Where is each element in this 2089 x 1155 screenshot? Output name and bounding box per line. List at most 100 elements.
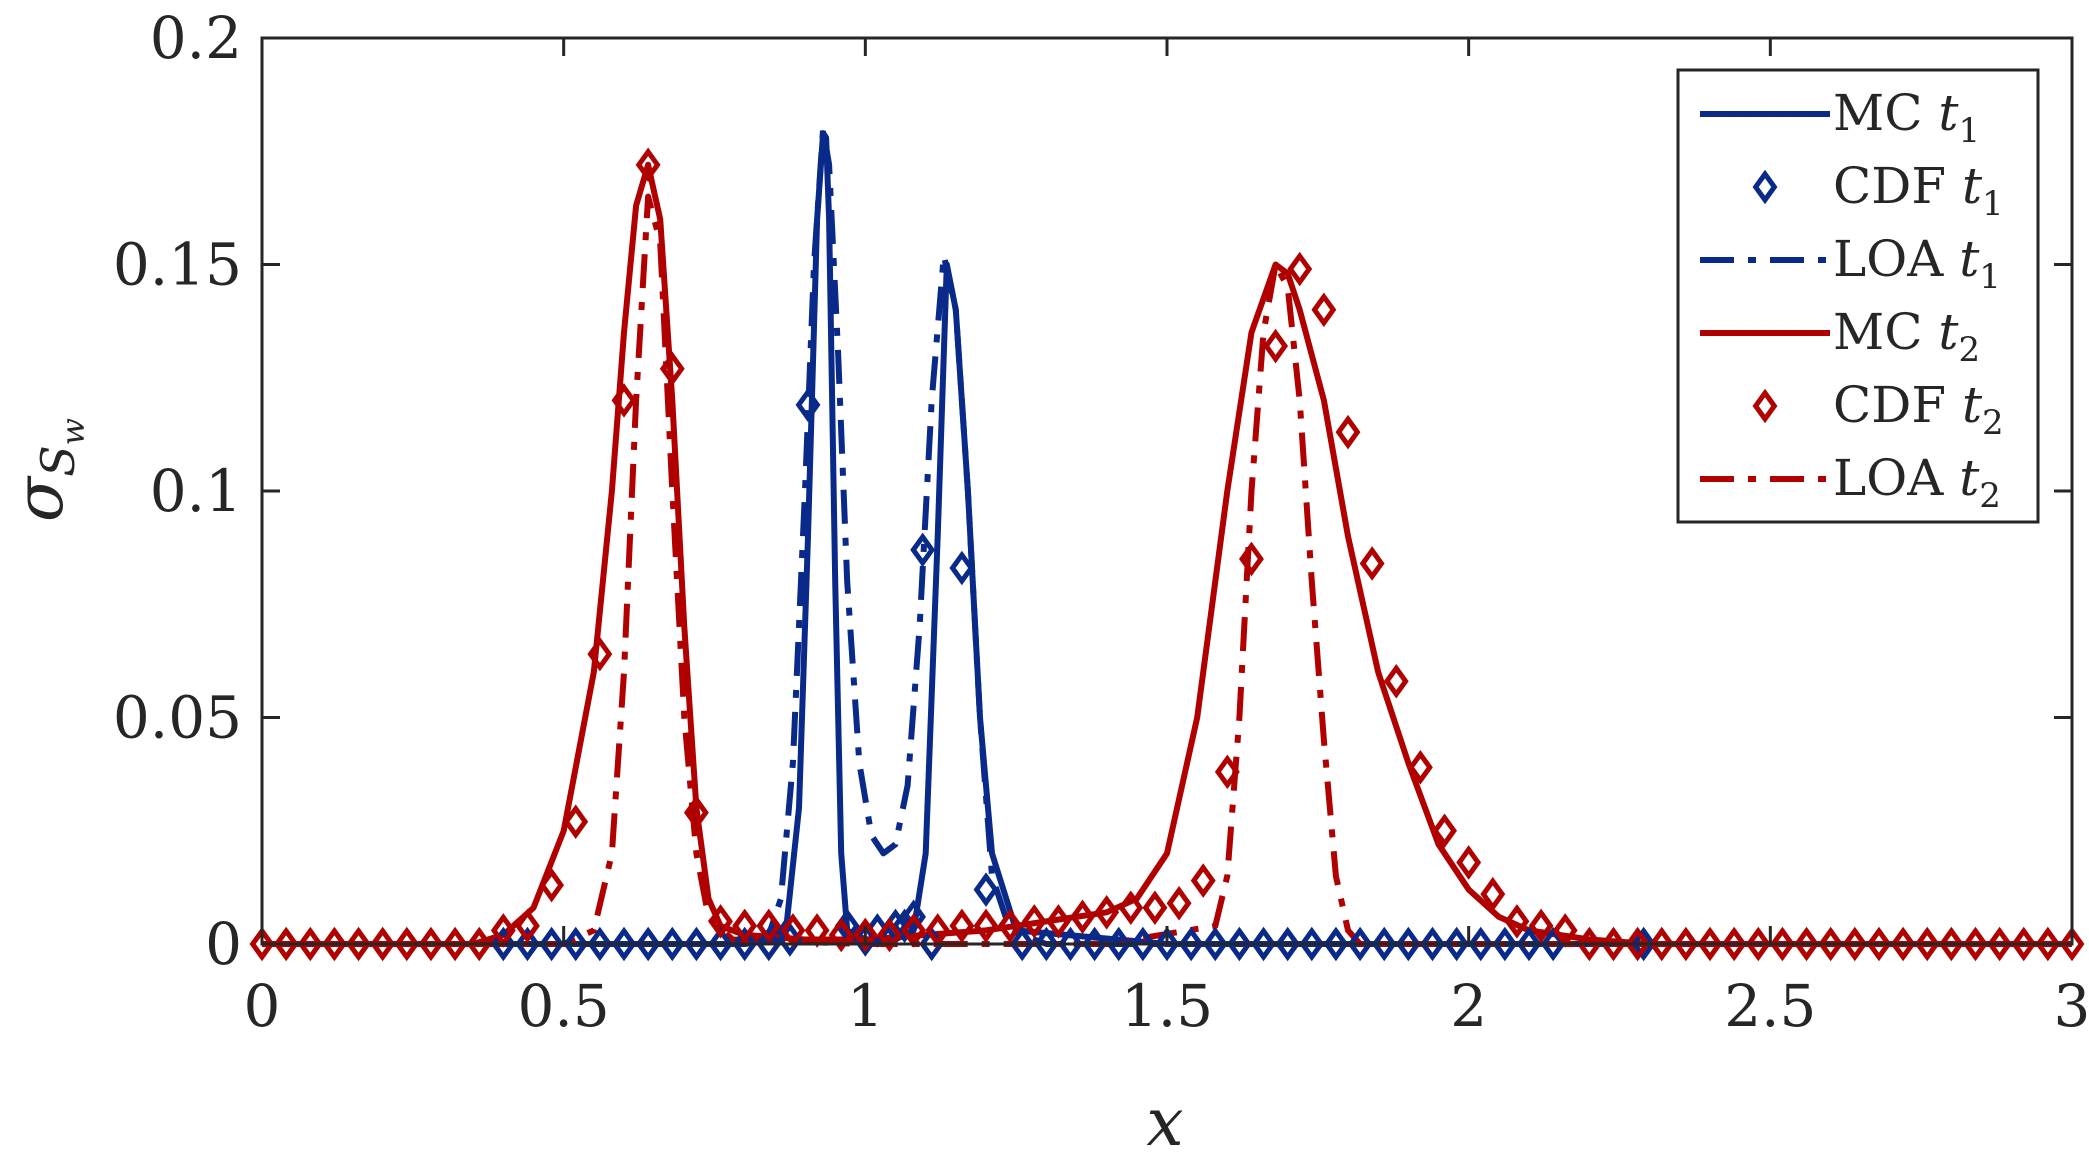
data-point-4-18 xyxy=(683,795,709,830)
data-point-1-4 xyxy=(587,926,613,962)
legend-label-var-2: t xyxy=(1959,230,1980,288)
data-point-4-63 xyxy=(1769,926,1795,962)
data-point-1-0 xyxy=(490,926,516,962)
legend-label-text-0: MC xyxy=(1833,84,1938,142)
legend-label-var-5: t xyxy=(1959,449,1980,507)
data-point-4-13 xyxy=(563,804,589,839)
data-point-1-46 xyxy=(1540,926,1566,962)
data-point-4-14 xyxy=(587,636,613,672)
data-point-4-47 xyxy=(1383,663,1409,699)
data-point-1-37 xyxy=(1323,926,1349,962)
data-point-4-15 xyxy=(611,383,637,418)
legend-label-subscript-1: 1 xyxy=(1982,184,2004,224)
data-point-4-72 xyxy=(1987,926,2013,962)
data-point-4-52 xyxy=(1504,904,1530,939)
data-point-1-6 xyxy=(635,926,661,962)
legend-marker-4 xyxy=(1752,388,1778,424)
data-point-4-66 xyxy=(1842,926,1868,962)
data-point-1-8 xyxy=(683,926,709,962)
data-point-4-50 xyxy=(1456,845,1482,880)
data-point-4-42 xyxy=(1263,328,1289,364)
legend-label-subscript-0: 1 xyxy=(1958,111,1980,151)
data-point-4-8 xyxy=(442,926,468,962)
data-point-4-29 xyxy=(949,908,975,944)
data-point-4-68 xyxy=(1890,926,1916,962)
data-point-4-43 xyxy=(1287,251,1313,287)
data-point-4-40 xyxy=(1214,754,1240,790)
data-point-1-7 xyxy=(659,926,685,962)
data-point-4-60 xyxy=(1697,926,1723,962)
data-point-1-26 xyxy=(1058,926,1083,962)
data-point-1-25 xyxy=(1033,926,1059,962)
data-point-4-34 xyxy=(1070,899,1095,935)
x-tick-label-6: 3 xyxy=(2054,972,2089,1040)
data-point-1-44 xyxy=(1492,926,1518,962)
data-point-4-26 xyxy=(877,917,902,953)
data-point-4-44 xyxy=(1311,292,1337,328)
legend-marker-1 xyxy=(1752,169,1778,205)
x-tick-label-4: 2 xyxy=(1450,972,1487,1040)
data-point-4-16 xyxy=(635,147,661,183)
data-point-4-51 xyxy=(1480,876,1506,912)
data-point-4-74 xyxy=(2035,926,2061,962)
data-point-4-24 xyxy=(828,917,854,953)
data-point-4-28 xyxy=(925,913,951,948)
legend-label-var-4: t xyxy=(1962,376,1983,434)
data-point-1-31 xyxy=(1178,926,1204,962)
y-axis-label: σSw xyxy=(1,418,92,522)
data-point-4-20 xyxy=(732,908,758,944)
legend-label-5: LOA t2 xyxy=(1833,449,2001,516)
data-point-4-37 xyxy=(1142,890,1168,926)
data-point-4-31 xyxy=(997,908,1023,944)
legend-label-subscript-3: 2 xyxy=(1958,330,1980,370)
data-point-4-19 xyxy=(708,904,733,939)
y-axis-label-symbol: σ xyxy=(1,475,78,522)
legend-label-3: MC t2 xyxy=(1833,303,1980,370)
data-point-1-33 xyxy=(1226,926,1252,962)
data-point-1-23 xyxy=(973,872,999,907)
data-point-4-39 xyxy=(1190,863,1216,898)
series-line-5 xyxy=(262,193,2072,947)
x-tick-label-5: 2.5 xyxy=(1724,972,1816,1040)
data-point-1-36 xyxy=(1299,926,1325,962)
data-point-4-45 xyxy=(1335,414,1361,450)
series-line-3 xyxy=(262,161,2072,947)
y-tick-label-1: 0.05 xyxy=(113,684,242,752)
legend-label-text-4: CDF xyxy=(1833,376,1962,434)
data-point-4-57 xyxy=(1625,926,1651,962)
data-point-4-17 xyxy=(659,351,685,386)
data-point-4-9 xyxy=(466,926,492,962)
data-point-4-49 xyxy=(1432,813,1457,849)
data-point-4-41 xyxy=(1239,541,1264,577)
data-point-4-3 xyxy=(321,926,347,962)
data-point-1-9 xyxy=(708,926,733,962)
data-point-4-38 xyxy=(1166,885,1192,921)
data-point-4-65 xyxy=(1818,926,1844,962)
data-point-4-25 xyxy=(852,917,878,953)
data-point-1-35 xyxy=(1275,926,1301,962)
y-tick-label-3: 0.15 xyxy=(113,231,242,299)
data-point-1-39 xyxy=(1371,926,1397,962)
data-point-1-28 xyxy=(1106,926,1132,962)
axes-layer: 0 0.5 1 1.5 2 2.5 3 0 0.05 0.1 0.15 0.2 xyxy=(113,4,2089,1040)
data-point-1-29 xyxy=(1130,926,1156,962)
data-point-1-43 xyxy=(1468,926,1494,962)
data-point-1-22 xyxy=(949,550,975,586)
data-point-1-24 xyxy=(1009,926,1035,962)
data-point-4-0 xyxy=(249,926,275,962)
data-point-4-33 xyxy=(1045,904,1071,939)
data-point-1-40 xyxy=(1395,926,1421,962)
svg-text:σSw: σSw xyxy=(1,418,92,522)
data-point-4-6 xyxy=(394,926,420,962)
data-point-4-58 xyxy=(1649,926,1675,962)
legend-label-1: CDF t1 xyxy=(1833,157,2004,224)
data-point-4-5 xyxy=(370,926,396,962)
data-point-1-38 xyxy=(1347,926,1373,962)
data-point-4-12 xyxy=(539,867,565,903)
data-point-4-46 xyxy=(1359,546,1385,581)
data-point-4-70 xyxy=(1938,926,1964,962)
data-point-1-34 xyxy=(1251,926,1276,962)
y-tick-label-0: 0 xyxy=(205,910,242,978)
